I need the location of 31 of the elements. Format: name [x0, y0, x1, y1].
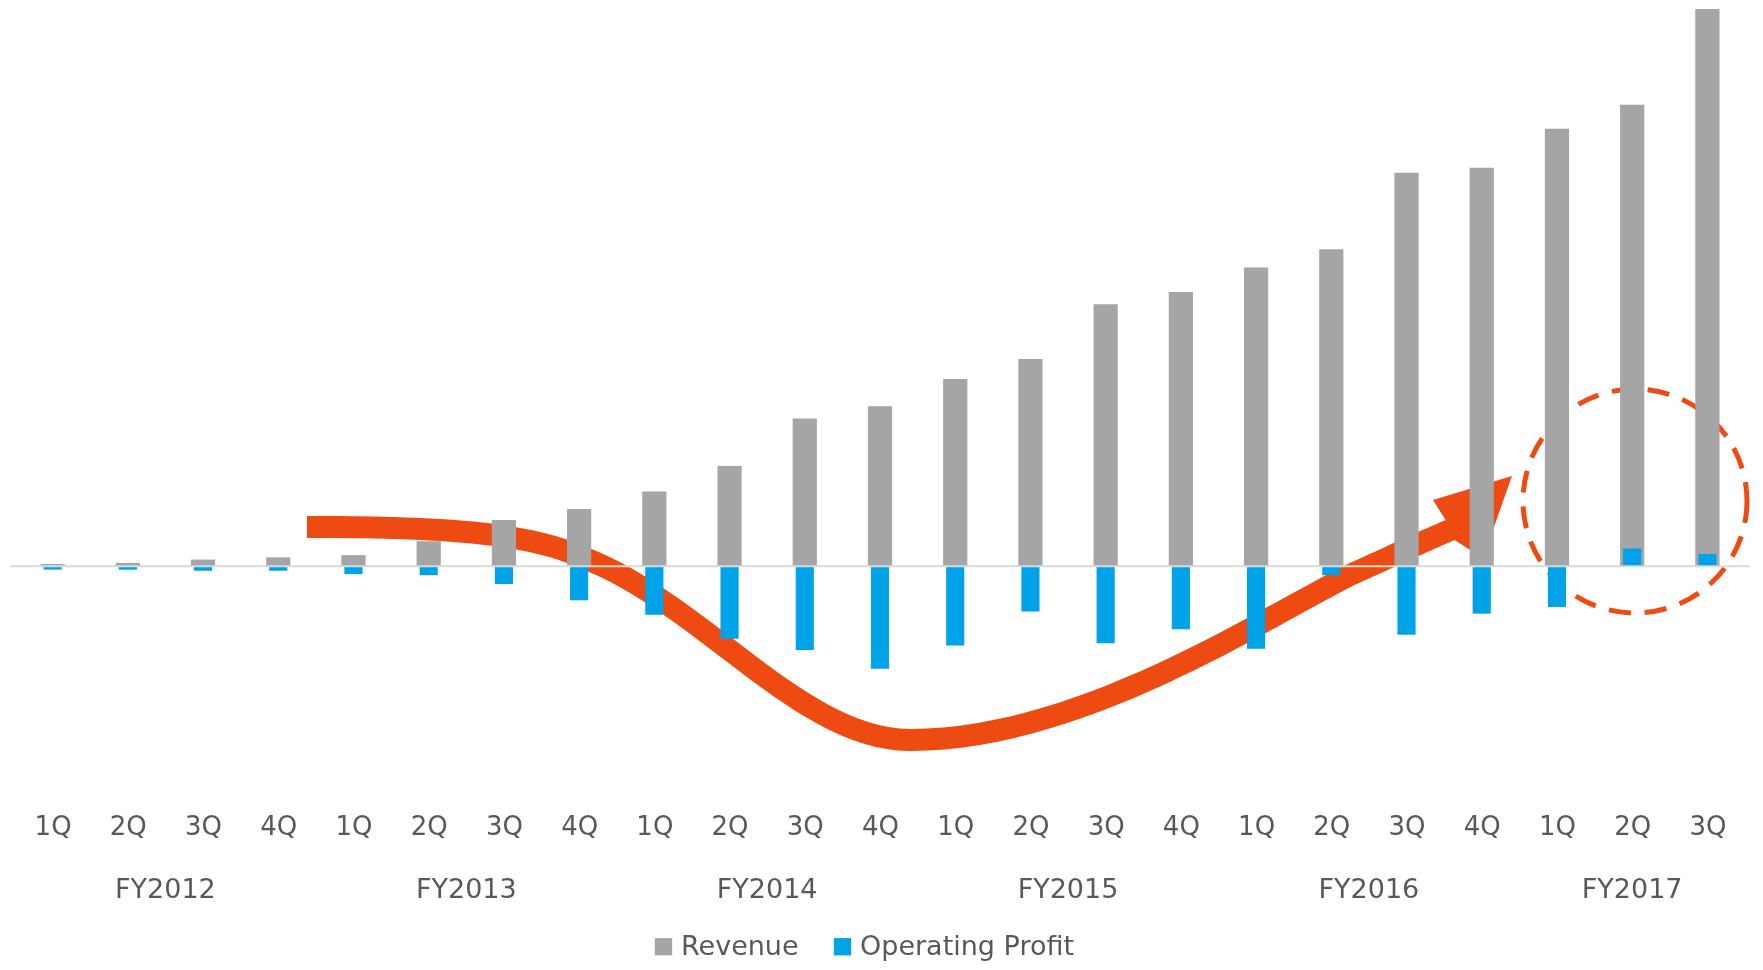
x-tick-label: 3Q	[1388, 810, 1426, 841]
x-tick-label: 2Q	[711, 810, 749, 841]
x-tick-label: 2Q	[1012, 810, 1050, 841]
x-tick-label: 3Q	[786, 810, 824, 841]
x-tick-label: 1Q	[335, 810, 373, 841]
x-tick-label: 3Q	[1087, 810, 1125, 841]
legend-label: Revenue	[681, 929, 799, 961]
x-tick-label: 1Q	[1238, 810, 1276, 841]
x-tick-label: 3Q	[185, 810, 223, 841]
text: FY2012	[115, 873, 216, 904]
x-tick-label: 4Q	[1162, 810, 1200, 841]
x-tick-label: 3Q	[485, 810, 523, 841]
x-tick-label: 2Q	[109, 810, 147, 841]
x-tick-label: 4Q	[260, 810, 298, 841]
x-tick-label: 4Q	[561, 810, 599, 841]
x-tick-label: 2Q	[410, 810, 448, 841]
x-tick-label: 1Q	[34, 810, 72, 841]
x-tick-label: 4Q	[861, 810, 900, 841]
x-tick-label: 1Q	[636, 810, 674, 841]
x-tick-label: 4Q	[1463, 810, 1501, 841]
text: FY2017	[1581, 873, 1683, 904]
x-tick-label: 3Q	[1689, 810, 1727, 841]
x-tick-label: 1Q	[1538, 810, 1576, 841]
text: FY2016	[1318, 873, 1420, 904]
legend-label: Operating Profit	[860, 929, 1074, 961]
text: FY2014	[716, 873, 818, 904]
x-tick-label: 2Q	[1614, 810, 1652, 841]
x-tick-label: 1Q	[937, 810, 975, 841]
text: FY2015	[1017, 873, 1119, 904]
text: FY2013	[415, 873, 517, 904]
x-tick-label: 2Q	[1313, 810, 1351, 841]
